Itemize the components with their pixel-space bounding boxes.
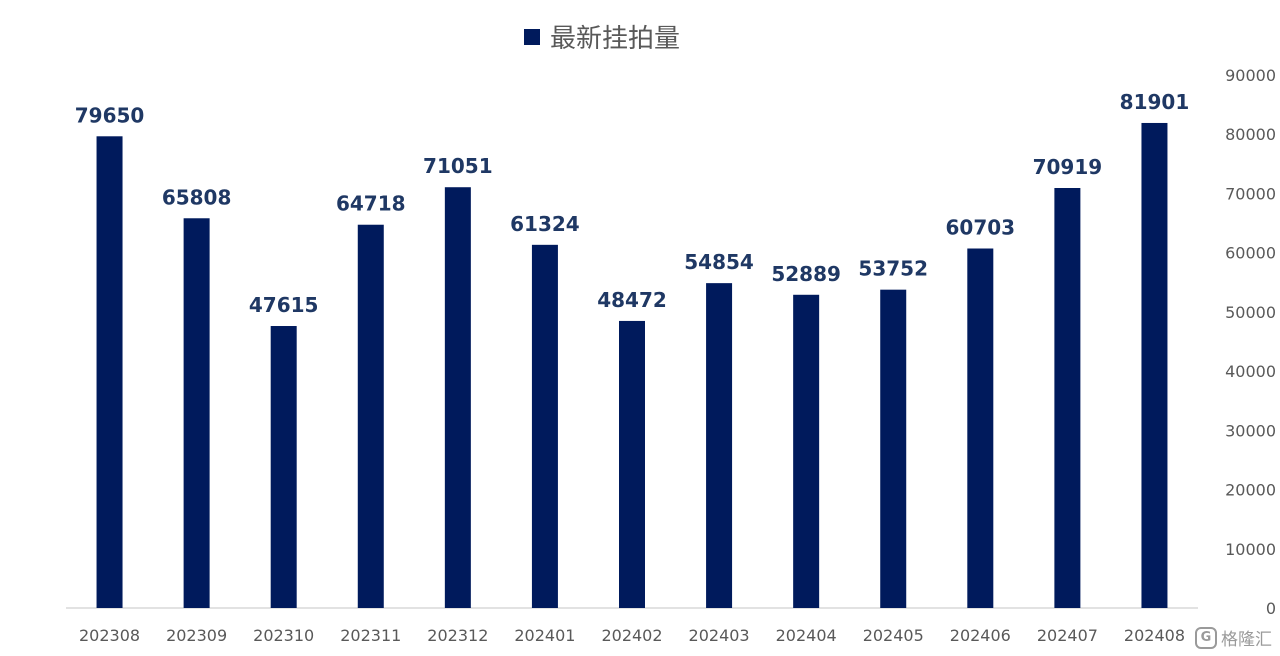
watermark: G 格隆汇 <box>1195 625 1272 650</box>
y-tick-labels-group: 0 10000 20000 30000 40000 50000 60000 70000 8000… <box>1225 66 1276 618</box>
y-tick-90000: 90000 <box>1225 66 1276 85</box>
x-tick-202407: 202407 <box>1037 626 1098 645</box>
value-label-202309: 65808 <box>162 185 232 209</box>
value-labels-group: 79650 65808 47615 64718 71051 61324 48472 54854… <box>75 90 1190 317</box>
bar-202406 <box>967 248 994 608</box>
bar-202308 <box>96 136 123 609</box>
y-tick-70000: 70000 <box>1225 184 1276 203</box>
legend: 最新挂拍量 <box>524 18 680 55</box>
bar-202401 <box>531 244 558 609</box>
value-label-202311: 64718 <box>336 192 406 216</box>
bar-202403 <box>706 283 733 608</box>
bar-202310 <box>270 326 297 608</box>
bar-202408 <box>1141 122 1168 608</box>
value-label-202312: 71051 <box>423 154 493 178</box>
x-tick-202403: 202403 <box>689 626 750 645</box>
value-label-202308: 79650 <box>75 103 145 127</box>
value-label-202404: 52889 <box>771 262 841 286</box>
y-tick-80000: 80000 <box>1225 125 1276 144</box>
bar-202312 <box>444 187 471 608</box>
watermark-text: 格隆汇 <box>1221 630 1272 650</box>
value-label-202401: 61324 <box>510 212 580 236</box>
y-tick-0: 0 <box>1266 599 1276 618</box>
x-tick-202406: 202406 <box>950 626 1011 645</box>
x-tick-202312: 202312 <box>427 626 488 645</box>
x-tick-202308: 202308 <box>79 626 140 645</box>
value-label-202406: 60703 <box>946 216 1016 240</box>
x-tick-202309: 202309 <box>166 626 227 645</box>
value-label-202402: 48472 <box>597 288 667 312</box>
x-tick-202310: 202310 <box>253 626 314 645</box>
y-tick-30000: 30000 <box>1225 421 1276 440</box>
x-tick-202402: 202402 <box>601 626 662 645</box>
y-tick-60000: 60000 <box>1225 244 1276 263</box>
value-label-202408: 81901 <box>1120 90 1190 114</box>
y-tick-50000: 50000 <box>1225 303 1276 322</box>
bar-202404 <box>793 294 820 608</box>
legend-label: 最新挂拍量 <box>550 24 681 54</box>
value-label-202310: 47615 <box>249 293 319 317</box>
x-tick-202401: 202401 <box>514 626 575 645</box>
bar-202309 <box>183 218 210 609</box>
x-tick-202404: 202404 <box>776 626 837 645</box>
y-tick-40000: 40000 <box>1225 362 1276 381</box>
bars-group <box>96 122 1168 609</box>
bar-202405 <box>880 289 907 608</box>
y-tick-10000: 10000 <box>1225 540 1276 559</box>
x-tick-202408: 202408 <box>1124 626 1185 645</box>
value-label-202407: 70919 <box>1033 155 1103 179</box>
bar-202311 <box>357 224 384 608</box>
gelonghui-logo-icon: G <box>1195 626 1217 649</box>
value-label-202405: 53752 <box>858 257 928 281</box>
x-tick-202405: 202405 <box>863 626 924 645</box>
x-tick-labels-group: 202308 202309 202310 202311 202312 202401 2024… <box>79 626 1185 645</box>
x-tick-202311: 202311 <box>340 626 401 645</box>
value-label-202403: 54854 <box>684 250 754 274</box>
y-tick-20000: 20000 <box>1225 481 1276 500</box>
bar-202402 <box>619 320 645 608</box>
bar-202407 <box>1054 188 1081 608</box>
legend-swatch <box>524 28 540 45</box>
